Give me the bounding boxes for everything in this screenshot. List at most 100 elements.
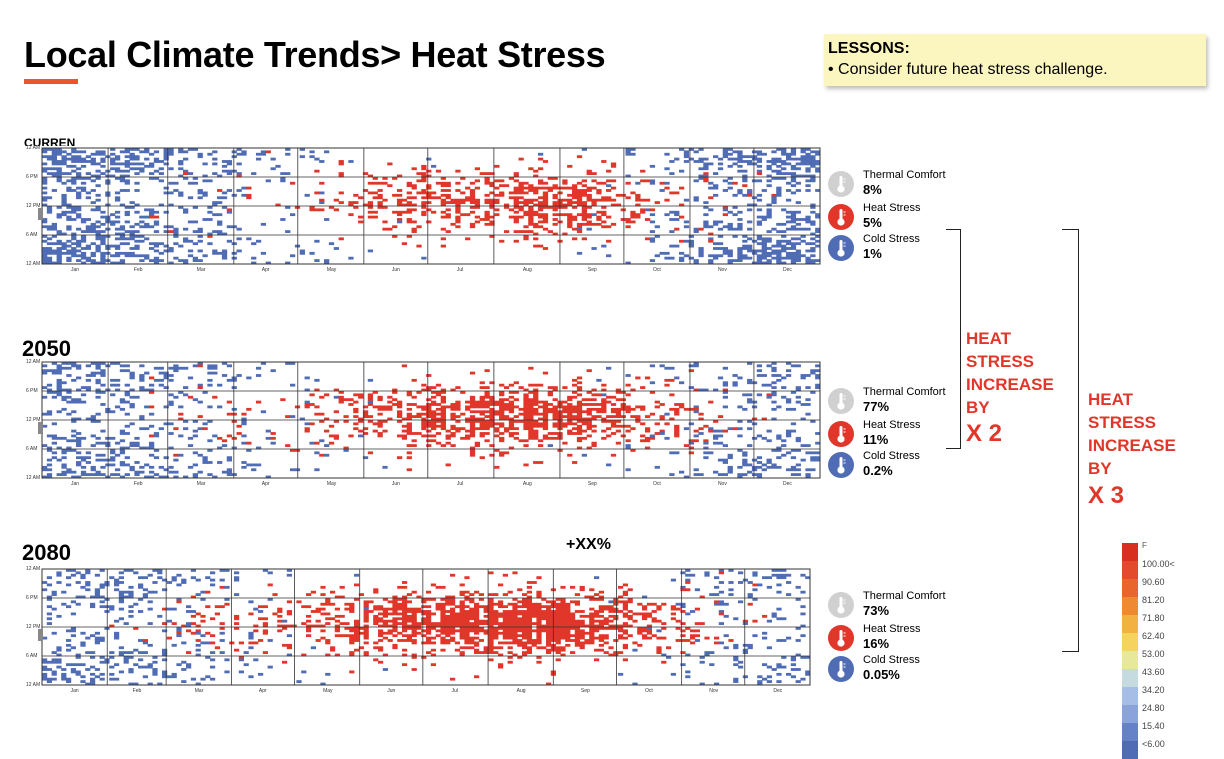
heatmap-cell: [178, 259, 184, 262]
heatmap-cell: [756, 193, 763, 197]
heatmap-cell: [134, 395, 140, 399]
heatmap-cell: [771, 227, 777, 231]
heatmap-cell: [625, 218, 631, 221]
heatmap-cell: [479, 386, 485, 389]
heatmap-cell: [134, 148, 140, 151]
heatmap-cell: [649, 179, 656, 183]
heatmap-cell: [411, 590, 417, 594]
heatmap-cell: [479, 400, 485, 404]
heatmap-cell: [685, 639, 691, 642]
heatmap-cell: [642, 636, 648, 640]
heatmap-cell: [76, 155, 82, 159]
heatmap-cell: [61, 436, 67, 440]
heatmap-cell: [642, 595, 648, 599]
heatmap-cell: [488, 598, 494, 601]
heatmap-cell: [747, 444, 753, 447]
heatmap-cell: [80, 237, 87, 241]
heatmap-cell: [810, 179, 816, 183]
heatmap-cell: [507, 634, 513, 638]
heatmap-cell: [119, 225, 126, 229]
heatmap-cell: [354, 627, 360, 630]
heatmap-cell: [128, 585, 134, 589]
heatmap-cell: [440, 619, 446, 623]
heatmap-cell: [572, 391, 578, 394]
heatmap-cell: [574, 643, 580, 647]
heatmap-cell: [528, 186, 534, 190]
heatmap-cell: [42, 203, 48, 207]
heatmap-cell: [396, 218, 403, 221]
heatmap-cell: [713, 420, 719, 423]
heatmap-cell: [499, 412, 505, 416]
heatmap-cell: [100, 150, 106, 154]
heatmap-cell: [406, 412, 412, 416]
heatmap-cell: [654, 422, 660, 426]
heatmap-cell: [507, 622, 513, 625]
heatmap-cell: [368, 610, 374, 613]
heatmap-cell: [124, 432, 130, 435]
heatmap-cell: [683, 427, 690, 431]
heatmap-cell: [231, 193, 237, 197]
heatmap-cell: [202, 391, 208, 394]
heatmap-cell: [528, 422, 534, 426]
heatmap-cell: [576, 424, 583, 428]
heatmap-cell: [411, 634, 417, 638]
heatmap-cell: [596, 198, 602, 202]
heatmap-cell: [426, 614, 432, 618]
heatmap-cell: [212, 157, 218, 161]
heatmap-cell: [474, 444, 481, 447]
heatmap-cell: [110, 393, 116, 397]
heatmap-cell: [219, 578, 225, 582]
y-tick-label: 6 AM: [26, 232, 38, 238]
heatmap-cell: [656, 636, 662, 640]
heatmap-cell: [406, 432, 412, 435]
scale-swatch: [1122, 561, 1138, 579]
x-tick-label: Dec: [773, 688, 783, 694]
heatmap-cell: [207, 405, 213, 409]
heatmap-cell: [699, 660, 705, 664]
heatmap-cell: [815, 152, 821, 156]
heatmap-cell: [464, 629, 470, 633]
heatmap-cell: [536, 656, 542, 659]
heatmap-cell: [678, 186, 685, 190]
heatmap-cell: [61, 398, 67, 402]
heatmap-cell: [207, 232, 213, 236]
heatmap-cell: [498, 605, 504, 609]
heatmap-cell: [411, 415, 417, 418]
y-tick-label: 12 AM: [26, 359, 41, 365]
heatmap-cell: [601, 213, 607, 217]
heatmap-cell: [717, 157, 724, 161]
heatmap-cell: [690, 634, 696, 638]
heatmap-cell: [397, 585, 403, 589]
heatmap-cell: [737, 152, 743, 156]
heatmap-cell: [75, 653, 81, 657]
heatmap-cell: [518, 201, 524, 204]
heatmap-cell: [508, 403, 515, 406]
heatmap-cell: [594, 648, 600, 652]
heatmap-cell: [406, 208, 412, 212]
heatmap-cell: [522, 602, 528, 606]
heatmap-cell: [776, 189, 782, 192]
heatmap-cell: [95, 458, 101, 462]
heatmap-cell: [756, 160, 763, 163]
heatmap-cell: [46, 261, 53, 265]
heatmap-cell: [598, 605, 604, 609]
heatmap-cell: [320, 682, 326, 686]
heatmap-cell: [795, 251, 801, 255]
heatmap-cell: [76, 436, 82, 440]
heatmap-cell: [95, 235, 101, 238]
heatmap-cell: [421, 383, 427, 387]
heatmap-cell: [406, 220, 412, 224]
heatmap-cell: [80, 573, 86, 577]
scale-unit: F: [1142, 541, 1147, 550]
heatmap-cell: [176, 634, 182, 638]
heatmap-cell: [197, 427, 203, 431]
heatmap-cell: [258, 639, 264, 642]
heatmap-cell: [518, 412, 524, 416]
heatmap-cell: [598, 607, 604, 611]
heatmap-cell: [484, 210, 490, 214]
heatmap-cell: [426, 424, 432, 428]
heatmap-cell: [226, 458, 233, 462]
heatmap-cell: [781, 162, 787, 166]
heatmap-cell: [301, 622, 307, 625]
heatmap-cell: [255, 366, 262, 370]
